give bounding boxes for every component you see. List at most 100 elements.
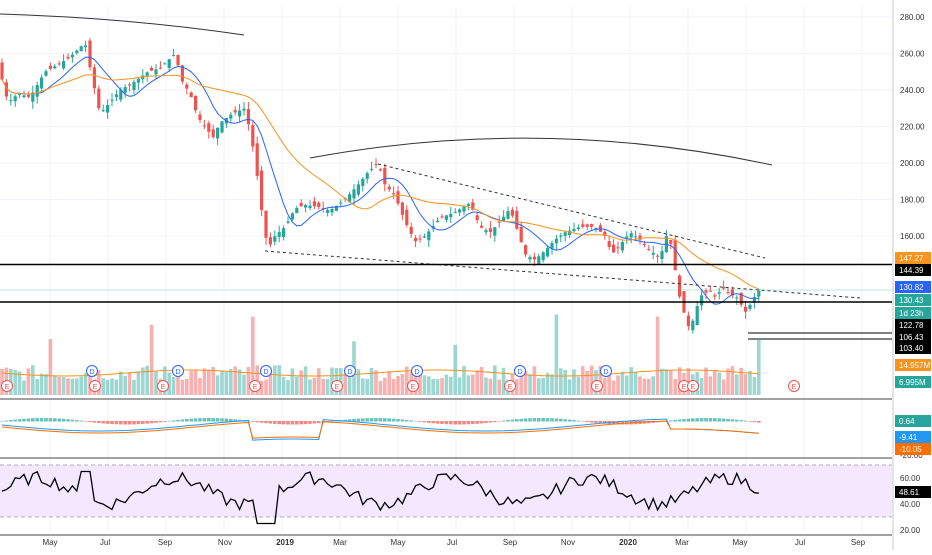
volume-bar (132, 379, 136, 395)
candle (458, 208, 462, 217)
marker-circle (260, 365, 272, 377)
candle (365, 171, 369, 184)
candle-body (458, 209, 462, 213)
candle (678, 274, 682, 299)
candle (620, 239, 624, 254)
volume-bar (79, 376, 83, 395)
trendline-support (264, 250, 861, 299)
volume-bar (611, 380, 616, 395)
candle-body (317, 202, 321, 208)
price-pane[interactable] (0, 13, 892, 340)
candle-body (488, 228, 492, 232)
candle-body (75, 50, 79, 54)
time-tick-label: Sep (851, 538, 866, 547)
volume-bar (356, 369, 361, 395)
marker-circle (600, 365, 612, 377)
macd-histogram-bar (752, 421, 757, 423)
volume-bar (651, 376, 655, 395)
candle (264, 210, 268, 245)
candle (603, 228, 607, 240)
time-tick-label: Sep (158, 538, 173, 547)
candle-body (405, 209, 409, 226)
candle-body (207, 123, 211, 132)
candle (101, 104, 105, 113)
candle-body (418, 238, 422, 240)
time-tick-label: 2019 (276, 538, 294, 547)
macd-histogram-bar (207, 418, 211, 422)
candle-body (238, 110, 242, 117)
volume-bar (537, 378, 541, 395)
candle (229, 111, 233, 123)
candle-body (101, 110, 105, 112)
volume-bar (735, 374, 739, 395)
candle-body (519, 226, 523, 243)
macd-histogram-bar (444, 421, 449, 425)
price-tag: 147.27 (895, 252, 931, 264)
macd-histogram-bar (396, 419, 400, 422)
volume-bar (295, 376, 299, 395)
volume-bar (17, 371, 22, 395)
candle (449, 206, 453, 224)
candle-body (427, 231, 431, 241)
dividend-marker: D (344, 365, 356, 377)
macd-histogram-bar (123, 421, 127, 425)
moving-average-slow (1, 74, 759, 290)
candle-body (629, 233, 633, 238)
candle-body (13, 96, 17, 102)
marker-circle (86, 365, 98, 377)
time-tick-label: Jul (795, 538, 805, 547)
price-tick: 240.00 (900, 86, 925, 95)
dividend-marker: D (514, 365, 526, 377)
macd-histogram-bar (167, 420, 171, 422)
marker-circle (591, 380, 603, 392)
macd-histogram-bar (211, 418, 215, 422)
rsi-tick-label: 60.00 (900, 474, 921, 483)
candle (70, 51, 74, 63)
candle (722, 280, 726, 291)
candle-body (290, 213, 294, 220)
candle (251, 121, 255, 152)
macd-histogram-bar (735, 419, 739, 422)
macd-histogram-bar (105, 421, 110, 424)
macd-histogram-bar (119, 421, 123, 425)
macd-pane (0, 418, 761, 441)
volume-bar (22, 380, 26, 395)
candle-body (581, 224, 585, 227)
macd-histogram-bar (53, 418, 57, 422)
macd-histogram-bar (303, 421, 308, 425)
candle-body (84, 45, 88, 48)
candle (211, 124, 215, 139)
macd-histogram-bar (435, 421, 440, 424)
time-axis[interactable]: May Jul Sep Nov 2019 Mar May Jul Sep Nov 2020 Mar Ma… (42, 538, 865, 547)
volume-bar (220, 370, 224, 395)
macd-histogram-bar (268, 421, 273, 424)
volume-bar (559, 368, 563, 395)
macd-histogram-bar (488, 421, 493, 423)
marker-circle (344, 365, 356, 377)
candle (427, 228, 431, 247)
earnings-marker: E (687, 380, 699, 392)
candle-body (449, 213, 453, 218)
candle-body (484, 230, 488, 233)
macd-histogram-bar (479, 421, 484, 424)
candle (123, 84, 127, 98)
candle (207, 120, 211, 139)
earnings-marker-future (788, 380, 800, 392)
candle-body (594, 227, 598, 230)
candle-body (176, 54, 180, 66)
candle (660, 245, 664, 264)
candle (559, 232, 563, 243)
macd-histogram-bar (330, 421, 334, 422)
signal-tag: -10.05 (895, 443, 931, 455)
price-tick-label: 200.00 (900, 159, 925, 168)
candle (299, 199, 303, 207)
price-tag: 122.78 (895, 319, 931, 331)
time-tick-label: Nov (561, 538, 575, 547)
candle (612, 239, 616, 254)
candle (92, 64, 96, 95)
macd-histogram-bar (356, 418, 361, 422)
candle-body (422, 236, 426, 238)
candle (453, 208, 457, 214)
candle-body (515, 210, 519, 229)
